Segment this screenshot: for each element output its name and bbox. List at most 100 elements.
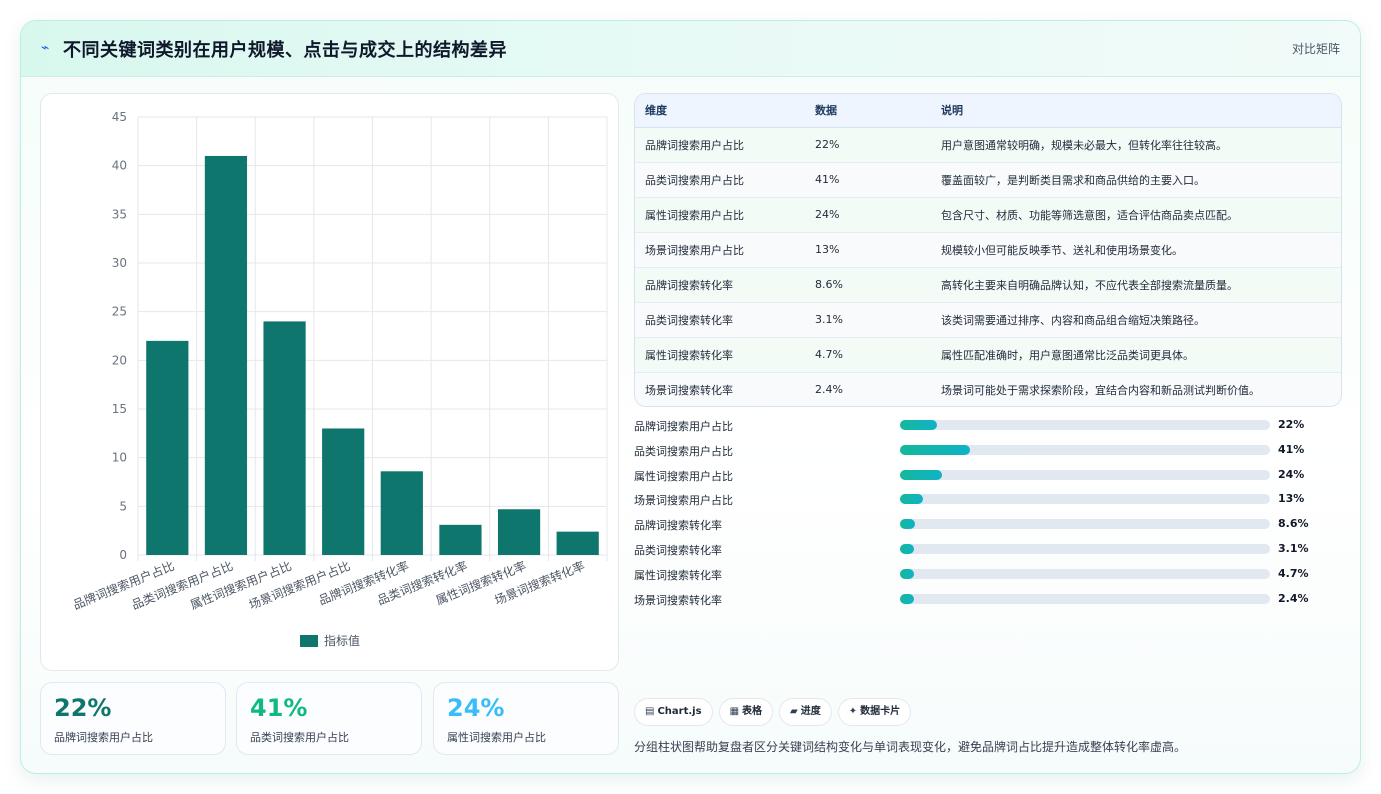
legend-label: 指标值 [324, 633, 360, 648]
y-tick-label: 0 [119, 548, 127, 562]
mode-label[interactable]: 对比矩阵 [1291, 42, 1340, 56]
progress-list: 品牌词搜索用户占比 22% 品类词搜索用户占比 41% 属性词搜索用户占比 24% 场景词搜… [634, 418, 1334, 616]
dashboard-card: ⌁ 不同关键词类别在用户规模、点击与成交上的结构差异 对比矩阵 0 5 10 15 20… [20, 20, 1361, 774]
progress-fill [900, 469, 942, 480]
progress-row: 场景词搜索用户占比 13% [634, 492, 1334, 517]
x-tick-label: 场景词搜索用户占比 [247, 558, 353, 612]
bar-chart-panel: 0 5 10 15 20 25 30 35 40 45 品牌词搜索用户占比 品类词搜索用户占比 属性词搜… [40, 93, 619, 671]
y-tick-label: 30 [112, 256, 127, 270]
table-cell-description: 场景词可能处于需求探索阶段，宜结合内容和新品测试判断价值。 [941, 383, 1260, 397]
bar-5 [380, 471, 423, 555]
bar-2 [204, 155, 248, 555]
x-tick-label: 品牌词搜索用户占比 [71, 558, 177, 612]
y-tick-label: 25 [112, 305, 127, 319]
progress-track [900, 519, 1270, 530]
column-header-description: 说明 [931, 94, 1341, 128]
table-cell-description: 规模较小但可能反映季节、送礼和使用场景变化。 [931, 232, 1341, 268]
kpi-value: 41% [250, 694, 308, 722]
table-cell-description: 高转化主要来自明确品牌认知，不应代表全部搜索流量质量。 [931, 267, 1341, 303]
progress-icon: ▰ [790, 706, 798, 717]
table-cell-data: 3.1% [805, 302, 931, 338]
bar-8 [556, 531, 599, 555]
progress-value: 22% [1278, 418, 1305, 431]
progress-track [900, 469, 1270, 480]
progress-row: 品牌词搜索用户占比 22% [634, 418, 1334, 443]
bolt-icon: ⌁ [41, 40, 50, 56]
bar-4 [322, 428, 365, 555]
progress-label: 属性词搜索转化率 [634, 568, 722, 582]
progress-fill [900, 420, 937, 430]
progress-value: 41% [1278, 442, 1305, 456]
progress-fill [900, 543, 915, 554]
chip-表格[interactable]: ▦ 表格 [718, 698, 774, 726]
progress-value: 2.4% [1278, 591, 1309, 605]
y-tick-label: 45 [112, 110, 127, 124]
table-row: 属性词搜索转化率 4.7% 属性匹配准确时，用户意图通常比泛品类词更具体。 [635, 337, 1341, 373]
progress-label: 品类词搜索用户占比 [634, 444, 733, 458]
table-cell-data: 24% [805, 197, 931, 233]
progress-value: 3.1% [1278, 541, 1309, 555]
progress-value: 24% [1278, 467, 1305, 481]
table-cell-data: 22% [805, 127, 931, 163]
data-table-container: 维度 数据 说明 品牌词搜索用户占比 22% 用户意图通常较明确，规模未必最大，但转… [634, 93, 1342, 407]
table-cell-data: 41% [805, 162, 931, 198]
progress-row: 属性词搜索用户占比 24% [634, 468, 1334, 493]
progress-label: 场景词搜索用户占比 [634, 494, 733, 508]
table-row: 品类词搜索用户占比 41% 覆盖面较广，是判断类目需求和商品供给的主要入口。 [635, 162, 1341, 198]
table-cell-dimension: 品类词搜索转化率 [635, 302, 805, 338]
chip-数据卡片[interactable]: ✦ 数据卡片 [837, 698, 912, 726]
progress-label: 属性词搜索用户占比 [634, 469, 733, 483]
kpi-label: 品牌词搜索用户占比 [54, 731, 153, 744]
progress-fill [900, 494, 923, 505]
chart-icon: ▤ [645, 706, 655, 717]
table-cell-dimension: 品类词搜索用户占比 [635, 162, 805, 198]
y-tick-label: 15 [112, 402, 127, 416]
progress-track [900, 543, 1270, 554]
table-cell-dimension: 品牌词搜索转化率 [635, 267, 805, 303]
table-icon: ▦ [729, 706, 740, 717]
chip-chart-js[interactable]: ▤ Chart.js [634, 698, 713, 726]
progress-label: 品牌词搜索用户占比 [634, 420, 733, 433]
table-row: 品牌词搜索转化率 8.6% 高转化主要来自明确品牌认知，不应代表全部搜索流量质量。 [635, 267, 1341, 303]
table-cell-description: 包含尺寸、材质、功能等筛选意图，适合评估商品卖点匹配。 [931, 197, 1341, 233]
chip-label: 数据卡片 [860, 706, 901, 717]
kpi-card-category: 41% 品类词搜索用户占比 [236, 682, 422, 755]
table-cell-description: 属性匹配准确时，用户意图通常比泛品类词更具体。 [931, 337, 1341, 373]
table-row: 属性词搜索用户占比 24% 包含尺寸、材质、功能等筛选意图，适合评估商品卖点匹配。 [635, 197, 1341, 233]
progress-row: 品牌词搜索转化率 8.6% [634, 517, 1334, 542]
table-cell-dimension: 属性词搜索转化率 [635, 337, 805, 373]
bar-chart: 0 5 10 15 20 25 30 35 40 45 品牌词搜索用户占比品类词搜索用户占比属性词搜… [71, 110, 608, 648]
chip-进度[interactable]: ▰ 进度 [779, 698, 832, 726]
x-tick-label: 品类词搜索用户占比 [129, 558, 235, 612]
table-cell-description: 覆盖面较广，是判断类目需求和商品供给的主要入口。 [931, 162, 1341, 198]
table-cell-description: 用户意图通常较明确，规模未必最大，但转化率往往较高。 [931, 127, 1341, 163]
progress-label: 品类词搜索转化率 [634, 543, 722, 557]
y-tick-label: 5 [119, 499, 127, 513]
data-table: 维度 数据 说明 品牌词搜索用户占比 22% 用户意图通常较明确，规模未必最大，但转… [635, 94, 1341, 406]
y-tick-label: 35 [112, 207, 127, 221]
progress-track [900, 494, 1270, 505]
table-cell-dimension: 场景词搜索用户占比 [635, 232, 805, 268]
legend-swatch [300, 635, 318, 647]
kpi-value: 24% [447, 694, 505, 722]
progress-value: 13% [1278, 492, 1305, 506]
progress-value: 8.6% [1278, 517, 1309, 531]
progress-track [900, 444, 1270, 455]
tag-chips: ▤ Chart.js ▦ 表格 ▰ 进度 ✦ 数据卡片 [634, 698, 917, 726]
progress-value: 4.7% [1278, 566, 1309, 580]
kpi-card-attribute: 24% 属性词搜索用户占比 [433, 682, 619, 755]
progress-track [900, 420, 1270, 430]
footer-note: 分组柱状图帮助复盘者区分关键词结构变化与单词表现变化，避免品牌词占比提升造成整体… [634, 740, 1187, 754]
chip-label: 表格 [742, 706, 763, 717]
table-row: 场景词搜索转化率 2.4% 场景词可能处于需求探索阶段，宜结合内容和新品测试判断价值… [635, 372, 1341, 406]
table-cell-data: 13% [805, 232, 931, 268]
table-cell-dimension: 场景词搜索转化率 [645, 383, 733, 397]
table-cell-data: 2.4% [815, 383, 843, 397]
table-cell-dimension: 属性词搜索用户占比 [635, 197, 805, 233]
table-cell-data: 4.7% [805, 337, 931, 373]
progress-track [900, 568, 1270, 579]
kpi-card-brand: 22% 品牌词搜索用户占比 [40, 682, 226, 755]
table-cell-dimension: 品牌词搜索用户占比 [635, 127, 805, 163]
bar-1 [146, 340, 189, 555]
progress-label: 品牌词搜索转化率 [634, 519, 722, 533]
